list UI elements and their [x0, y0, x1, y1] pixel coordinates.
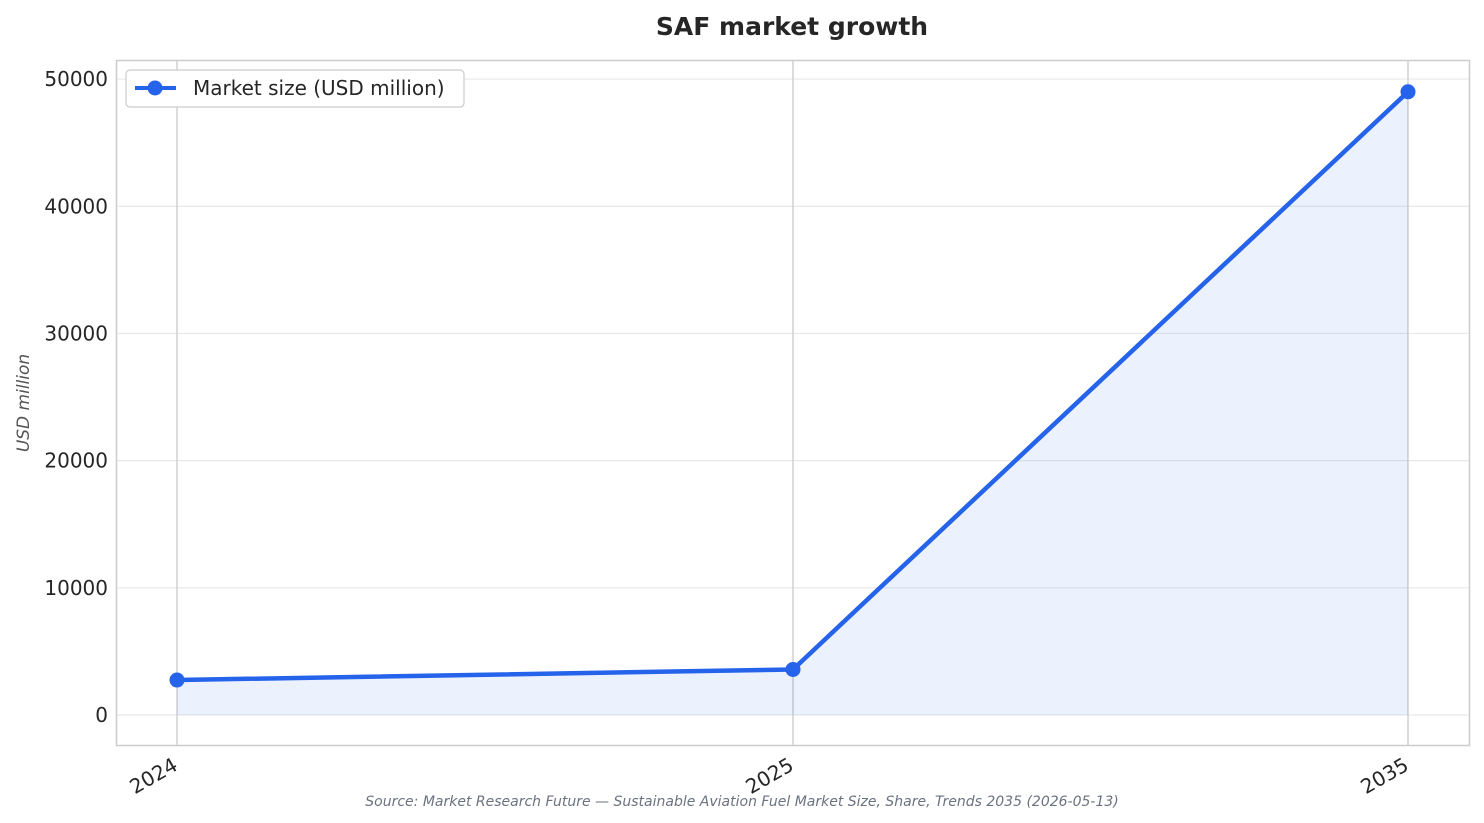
legend: Market size (USD million) — [125, 69, 465, 108]
source-note: Source: Market Research Future — Sustain… — [365, 794, 1118, 810]
data-point-2024 — [169, 672, 185, 688]
data-point-2025 — [785, 661, 801, 677]
y-tick-label: 30000 — [44, 321, 108, 345]
legend-entry-market-size: Market size (USD million) — [193, 76, 445, 100]
series-area-market-size — [177, 91, 1408, 715]
x-tick-label: 2035 — [1356, 753, 1412, 799]
y-tick-label: 0 — [95, 703, 108, 727]
y-tick-label: 50000 — [44, 67, 108, 91]
x-tick-label: 2025 — [741, 753, 797, 799]
x-tick-label: 2024 — [125, 753, 181, 799]
plot-frame — [115, 59, 1471, 747]
chart-title: SAF market growth — [656, 12, 928, 41]
y-tick-label: 40000 — [44, 194, 108, 218]
data-point-2035 — [1400, 84, 1416, 100]
y-tick-label: 20000 — [44, 449, 108, 473]
y-axis-ticks: 0 10000 20000 30000 40000 50000 — [44, 67, 108, 727]
x-axis-ticks: 2024 2025 2035 — [125, 753, 1412, 799]
y-axis-label: USD million — [14, 354, 34, 452]
legend-marker-swatch — [147, 80, 163, 96]
series-points-market-size — [169, 84, 1416, 688]
vertical-gridlines — [176, 60, 1409, 745]
y-tick-label: 10000 — [44, 576, 108, 600]
legend-box — [125, 69, 465, 108]
